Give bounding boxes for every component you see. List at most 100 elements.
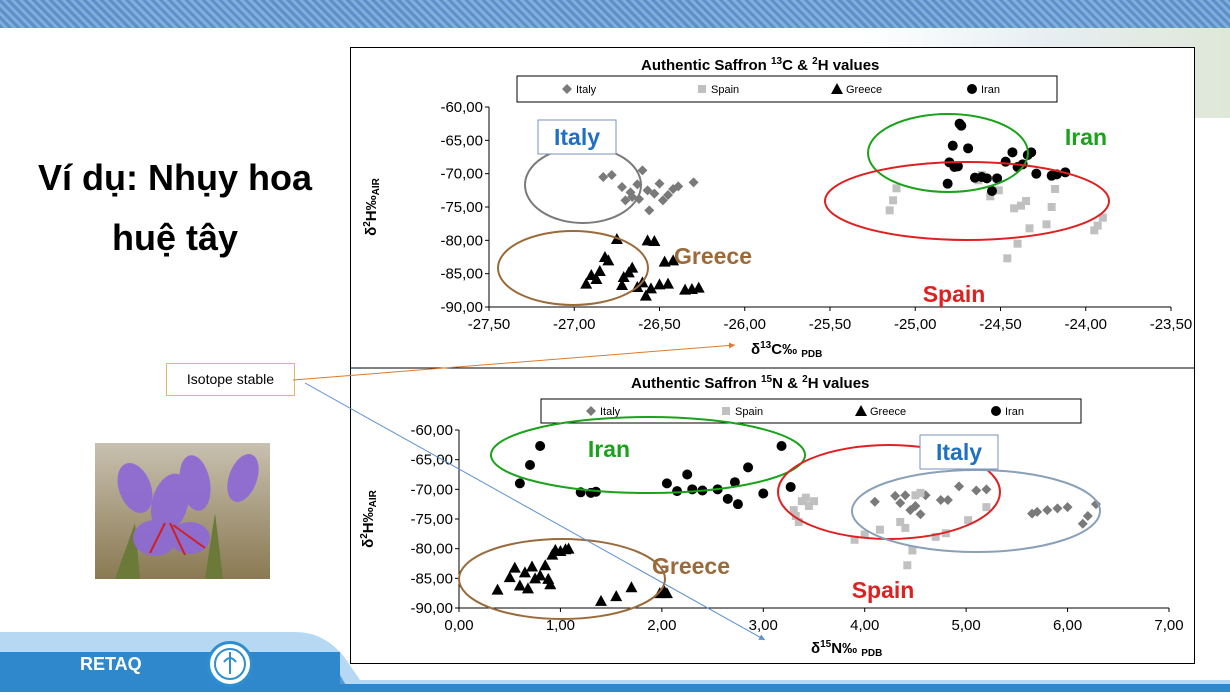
data-point-spain	[986, 192, 995, 201]
data-point-greece	[590, 273, 603, 284]
data-point-iran	[743, 462, 754, 473]
data-point-greece	[503, 571, 516, 583]
y-tick-label: -85,00	[410, 570, 453, 587]
data-point-italy	[869, 496, 880, 507]
data-point-spain	[794, 517, 803, 526]
y-tick-label: -80,00	[410, 541, 453, 558]
greece-ellipse-top	[497, 230, 649, 306]
legend-label-italy: Italy	[600, 406, 621, 418]
legend-label-spain: Spain	[711, 84, 739, 96]
data-point-iran	[1000, 156, 1011, 167]
legend-marker-italy	[562, 84, 572, 94]
italy-annotation-bottom: Italy	[936, 439, 982, 465]
series-spain	[789, 488, 991, 570]
data-point-italy	[649, 188, 660, 199]
data-point-iran	[785, 481, 796, 492]
data-point-iran	[992, 173, 1003, 184]
spain-annotation-top: Spain	[923, 281, 986, 307]
data-point-iran	[956, 120, 967, 131]
data-point-italy	[625, 187, 636, 198]
legend-label-spain: Spain	[735, 406, 763, 418]
y-tick-label: -65,00	[410, 452, 453, 469]
data-point-spain	[850, 535, 859, 544]
y-tick-label: -70,00	[440, 166, 483, 183]
data-point-spain	[1093, 221, 1102, 230]
data-point-spain	[911, 491, 920, 500]
data-point-spain	[994, 186, 1003, 195]
data-point-spain	[1003, 254, 1012, 263]
data-point-greece	[580, 277, 593, 289]
data-point-spain	[1090, 226, 1099, 235]
data-point-greece	[526, 560, 539, 572]
greece-annotation-bottom: Greece	[652, 553, 730, 579]
data-point-greece	[639, 289, 652, 301]
italy-ellipse-bottom	[851, 469, 1101, 553]
data-point-italy	[915, 509, 926, 520]
legend-marker-spain	[698, 85, 706, 93]
data-point-italy	[654, 178, 665, 189]
y-tick-label: -60,00	[410, 422, 453, 439]
data-point-italy	[935, 495, 946, 506]
data-point-spain	[1022, 197, 1031, 205]
data-point-spain	[1013, 239, 1022, 248]
data-point-spain	[885, 206, 894, 215]
data-point-greece	[602, 254, 615, 266]
italy-annotation-bottom-box	[919, 434, 999, 470]
data-point-italy	[642, 185, 653, 196]
data-point-spain	[797, 497, 806, 506]
x-tick-label: -24,00	[1064, 316, 1107, 333]
data-point-greece	[595, 594, 607, 606]
data-point-iran	[776, 441, 787, 452]
legend-label-iran: Iran	[1005, 406, 1024, 418]
data-point-iran	[682, 469, 693, 480]
data-point-greece	[508, 561, 521, 573]
data-point-italy	[954, 481, 965, 492]
data-point-spain	[916, 488, 925, 497]
data-point-italy	[1082, 511, 1093, 522]
data-point-iran	[981, 173, 992, 184]
series-italy	[869, 481, 1101, 529]
data-point-greece	[539, 559, 552, 571]
data-point-italy	[673, 181, 684, 192]
x-tick-label: -27,50	[468, 316, 511, 333]
data-point-spain	[1042, 220, 1051, 229]
series-greece	[491, 542, 673, 606]
data-point-italy	[616, 182, 627, 192]
slide-title-line-2: huệ tây	[111, 217, 239, 258]
greece-annotation-top: Greece	[674, 243, 752, 269]
data-point-greece	[491, 583, 504, 595]
chart-1-y-label: δ2H‰AIR	[362, 177, 382, 236]
data-point-iran	[952, 161, 963, 172]
legend-label-italy: Italy	[576, 84, 597, 96]
saffron-flower-photo	[95, 443, 270, 579]
y-tick-label: -85,00	[440, 266, 483, 283]
y-tick-label: -65,00	[440, 132, 483, 149]
data-point-italy	[1042, 505, 1053, 516]
data-point-iran	[986, 186, 997, 196]
data-point-spain	[810, 497, 818, 506]
data-point-iran	[722, 493, 733, 504]
data-point-greece	[625, 581, 638, 593]
data-point-italy	[598, 172, 609, 182]
data-point-greece	[662, 277, 675, 289]
iran-annotation-bottom: Iran	[588, 436, 630, 462]
data-point-spain	[908, 546, 917, 555]
data-point-iran	[758, 488, 769, 499]
x-tick-label: 5,00	[952, 617, 981, 634]
slide-title-line-1: Ví dụ: Nhụy hoa	[38, 157, 312, 198]
charts-svg: Authentic Saffron 13C & 2H values Italy Sp…	[351, 56, 1194, 659]
x-tick-label: -24,50	[979, 316, 1022, 333]
data-point-iran	[672, 486, 683, 497]
data-point-spain	[801, 493, 810, 502]
top-decorative-band	[0, 0, 1230, 28]
data-point-spain	[1016, 201, 1025, 210]
data-point-spain	[896, 517, 905, 526]
data-point-italy	[900, 490, 911, 501]
data-point-spain	[1010, 204, 1019, 213]
data-point-spain	[804, 501, 813, 510]
data-point-italy	[942, 495, 953, 506]
data-point-italy	[637, 165, 648, 176]
data-point-greece	[667, 254, 680, 266]
x-tick-label: 4,00	[850, 617, 879, 634]
legend-label-greece: Greece	[870, 406, 906, 418]
